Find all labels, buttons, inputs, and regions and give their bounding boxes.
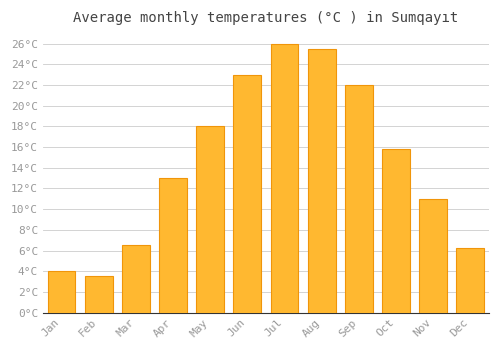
Bar [159,178,187,313]
Bar [270,43,298,313]
Bar [382,149,410,313]
Bar [419,199,447,313]
Bar [308,49,336,313]
Bar [456,248,484,313]
Bar [234,75,262,313]
Bar [48,271,76,313]
Bar [85,276,112,313]
Bar [345,85,373,313]
Bar [196,126,224,313]
Title: Average monthly temperatures (°C ) in Sumqayıt: Average monthly temperatures (°C ) in Su… [74,11,458,25]
Bar [122,245,150,313]
